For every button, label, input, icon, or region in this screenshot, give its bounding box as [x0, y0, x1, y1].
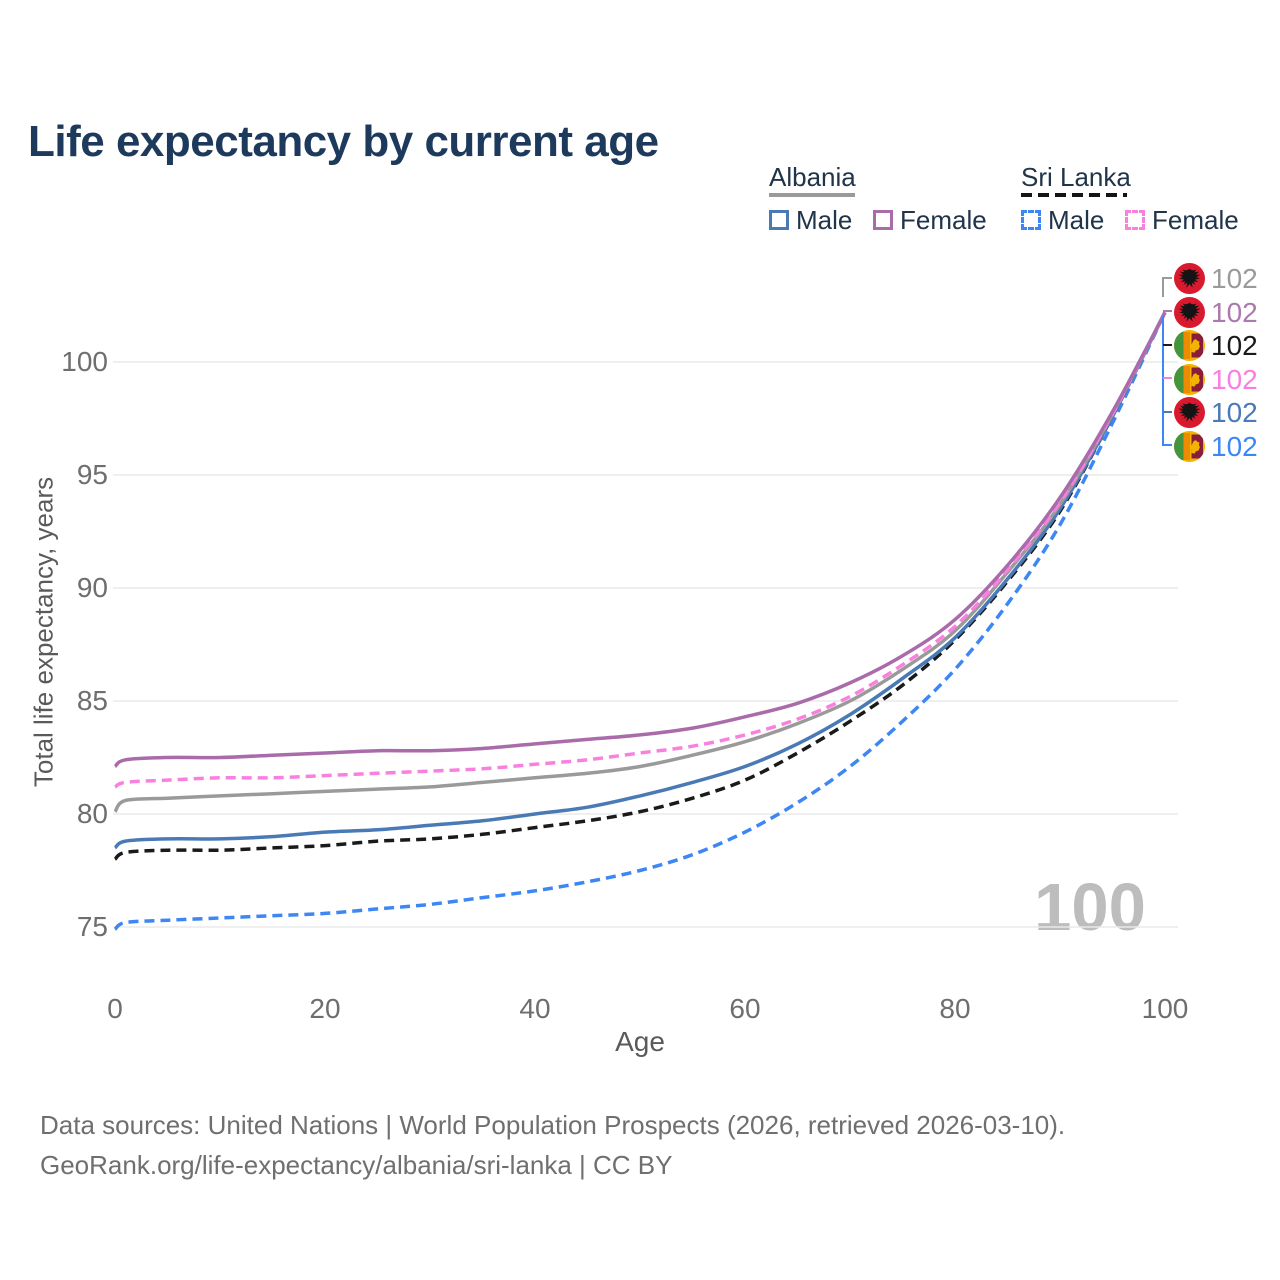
end-value: 102: [1211, 363, 1258, 395]
end-value: 102: [1211, 430, 1258, 462]
end-value: 102: [1211, 396, 1258, 428]
legend-underline-sri-lanka: [1021, 193, 1127, 197]
legend-country-albania[interactable]: Albania: [769, 162, 856, 192]
y-tick-95: 95: [76, 459, 108, 490]
legend-item-label: Male: [1048, 205, 1105, 235]
x-tick-20: 20: [309, 993, 341, 1024]
end-label-albania-total: 102: [1174, 262, 1258, 295]
y-tick-85: 85: [76, 685, 108, 716]
attribution-note: GeoRank.org/life-expectancy/albania/sri-…: [40, 1150, 673, 1180]
series-line-albania-male: [113, 311, 1167, 850]
y-tick-90: 90: [76, 572, 108, 603]
age-watermark: 100: [1034, 870, 1146, 945]
legend-country-sri-lanka[interactable]: Sri Lanka: [1021, 162, 1131, 192]
sri-lanka-female-swatch-icon: [1125, 210, 1145, 230]
end-label-sri-lanka-female: 102: [1174, 363, 1258, 396]
y-tick-80: 80: [76, 798, 108, 829]
end-value: 102: [1211, 296, 1258, 328]
y-tick-100: 100: [61, 346, 108, 377]
end-label-connector: [1162, 277, 1172, 297]
legend-item-albania-male[interactable]: Male: [769, 207, 852, 233]
legend-item-albania-female[interactable]: Female: [873, 207, 987, 233]
series-line-albania-female: [113, 311, 1167, 768]
albania-flag-icon: [1174, 263, 1205, 294]
data-sources-note: Data sources: United Nations | World Pop…: [40, 1110, 1066, 1140]
x-tick-80: 80: [939, 993, 971, 1024]
series-line-albania-both-sexes: [113, 311, 1167, 813]
end-label-sri-lanka-total: 102: [1174, 329, 1258, 362]
end-label-albania-female: 102: [1174, 296, 1258, 329]
legend-underline-albania: [769, 193, 855, 197]
legend-item-label: Female: [900, 205, 987, 235]
legend-item-label: Male: [796, 205, 853, 235]
series-line-sri-lanka-male: [113, 311, 1167, 931]
legend-item-sri-lanka-male[interactable]: Male: [1021, 207, 1104, 233]
x-tick-100: 100: [1141, 993, 1189, 1024]
end-label-connector: [1162, 316, 1172, 446]
legend-item-label: Female: [1152, 205, 1239, 235]
end-label-sri-lanka-male: 102: [1174, 430, 1258, 463]
x-tick-0: 0: [107, 993, 123, 1024]
end-value: 102: [1211, 262, 1258, 294]
x-tick-40: 40: [519, 993, 551, 1024]
y-tick-75: 75: [76, 911, 108, 942]
albania-flag-icon: [1174, 297, 1205, 328]
legend-item-sri-lanka-female[interactable]: Female: [1125, 207, 1239, 233]
sri-lanka-flag-icon: [1174, 431, 1205, 462]
series-line-sri-lanka-female: [114, 311, 1167, 789]
end-label-albania-male: 102: [1174, 396, 1258, 429]
end-value: 102: [1211, 329, 1258, 361]
albania-male-swatch-icon: [769, 210, 789, 230]
sri-lanka-flag-icon: [1174, 364, 1205, 395]
albania-flag-icon: [1174, 397, 1205, 428]
y-axis-title: Total life expectancy, years: [28, 476, 59, 788]
sri-lanka-flag-icon: [1174, 330, 1205, 361]
series-line-sri-lanka-both-sexes: [113, 311, 1167, 861]
x-tick-60: 60: [729, 993, 761, 1024]
x-axis-title: Age: [615, 1026, 665, 1057]
albania-female-swatch-icon: [873, 210, 893, 230]
page-title: Life expectancy by current age: [28, 117, 659, 167]
sri-lanka-male-swatch-icon: [1021, 210, 1041, 230]
